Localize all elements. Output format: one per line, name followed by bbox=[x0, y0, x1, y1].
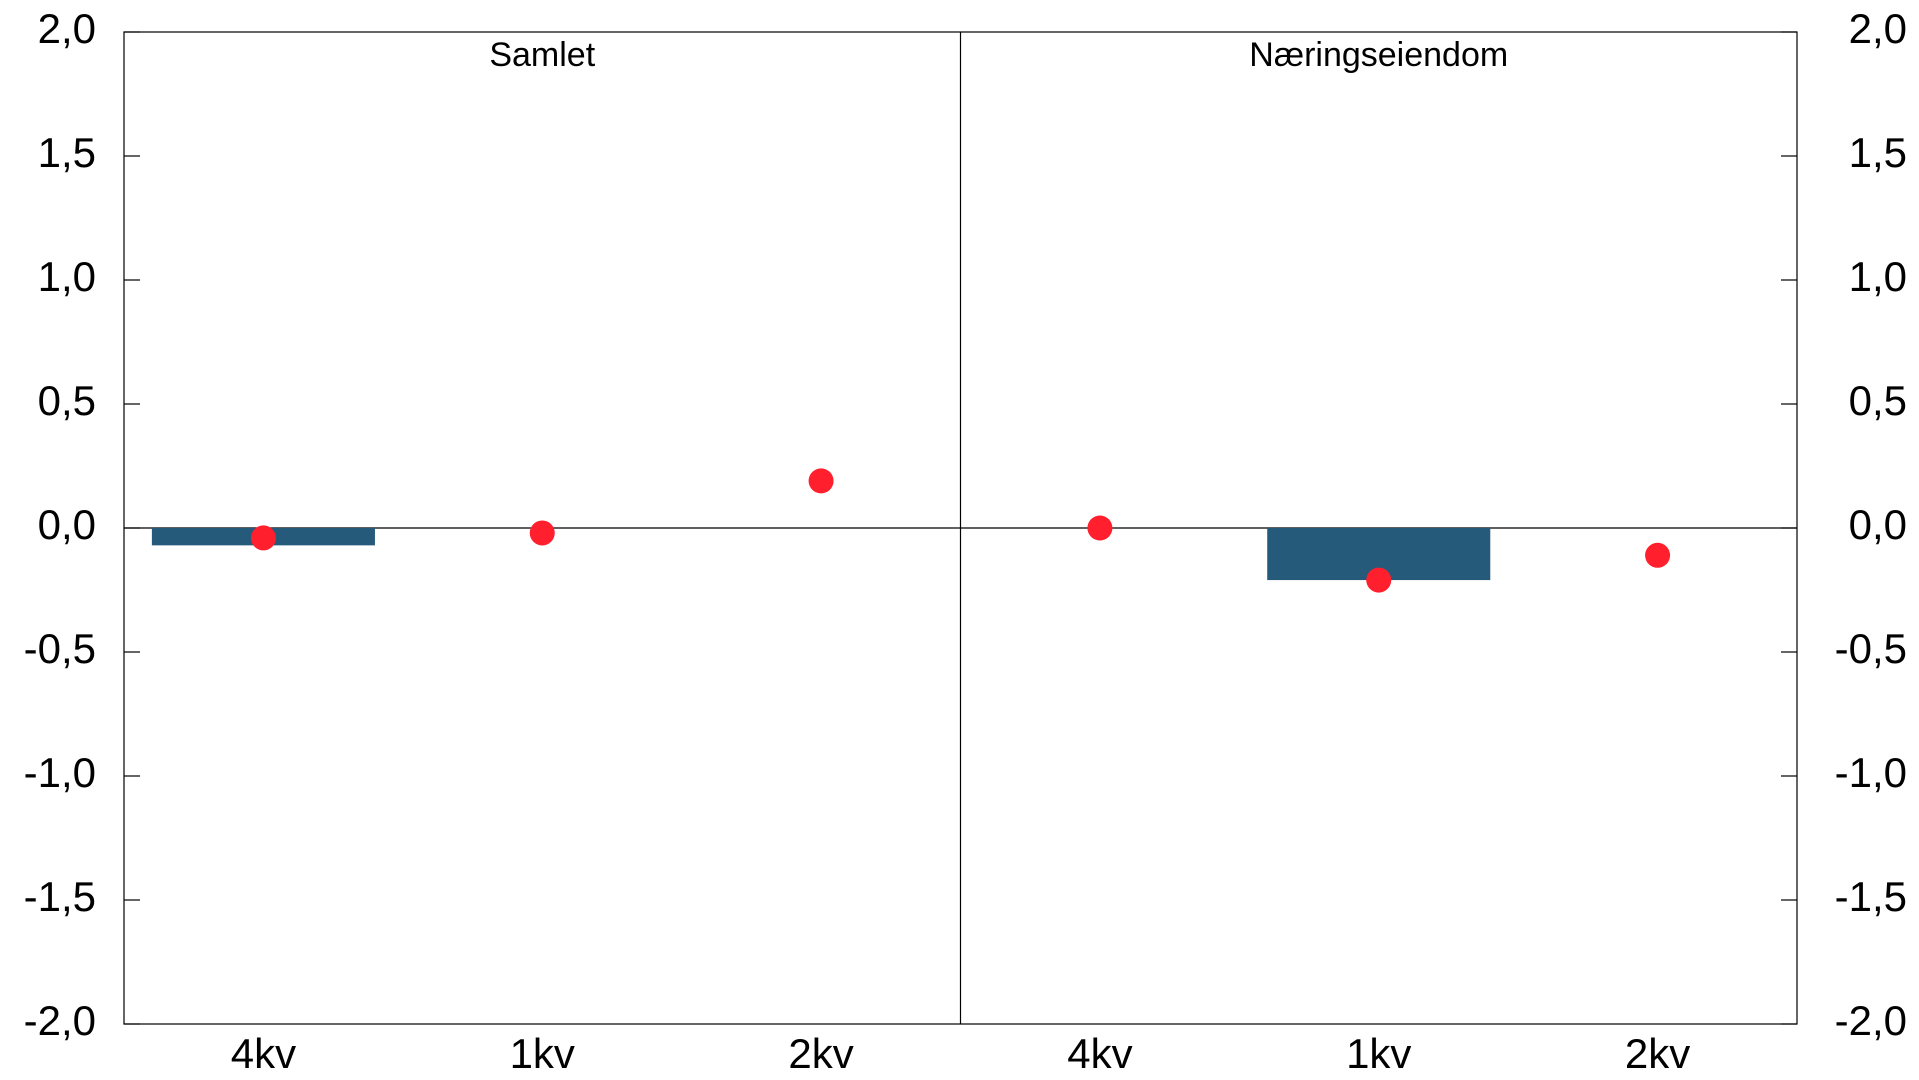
dot bbox=[1645, 542, 1671, 568]
dot bbox=[808, 468, 834, 494]
x-tick-label: 4kv bbox=[1067, 1030, 1132, 1075]
dot bbox=[529, 520, 555, 546]
dot bbox=[250, 525, 276, 551]
y-tick-label: -1,5 bbox=[24, 873, 96, 920]
y2-tick-label: -2,0 bbox=[1835, 997, 1907, 1044]
y-tick-label: 2,0 bbox=[38, 5, 96, 52]
y-tick-label: 0,5 bbox=[38, 377, 96, 424]
y-tick-label: 1,5 bbox=[38, 129, 96, 176]
y-tick-label: -2,0 bbox=[24, 997, 96, 1044]
y2-tick-label: 1,5 bbox=[1849, 129, 1907, 176]
panel-label: Samlet bbox=[489, 36, 595, 74]
y-tick-label: -1,0 bbox=[24, 749, 96, 796]
x-tick-label: 2kv bbox=[788, 1030, 853, 1075]
x-tick-label: 4kv bbox=[231, 1030, 296, 1075]
y2-tick-label: 0,5 bbox=[1849, 377, 1907, 424]
y2-tick-label: 0,0 bbox=[1849, 501, 1907, 548]
y2-tick-label: -0,5 bbox=[1835, 625, 1907, 672]
x-tick-label: 1kv bbox=[510, 1030, 575, 1075]
y-tick-label: 0,0 bbox=[38, 501, 96, 548]
dot bbox=[1366, 567, 1392, 593]
dot bbox=[1087, 515, 1113, 541]
panel-label: Næringseiendom bbox=[1249, 36, 1508, 74]
x-tick-label: 2kv bbox=[1625, 1030, 1690, 1075]
y2-tick-label: 2,0 bbox=[1849, 5, 1907, 52]
y2-tick-label: 1,0 bbox=[1849, 253, 1907, 300]
y-tick-label: 1,0 bbox=[38, 253, 96, 300]
y2-tick-label: -1,0 bbox=[1835, 749, 1907, 796]
x-tick-label: 1kv bbox=[1346, 1030, 1411, 1075]
y2-tick-label: -1,5 bbox=[1835, 873, 1907, 920]
y-tick-label: -0,5 bbox=[24, 625, 96, 672]
